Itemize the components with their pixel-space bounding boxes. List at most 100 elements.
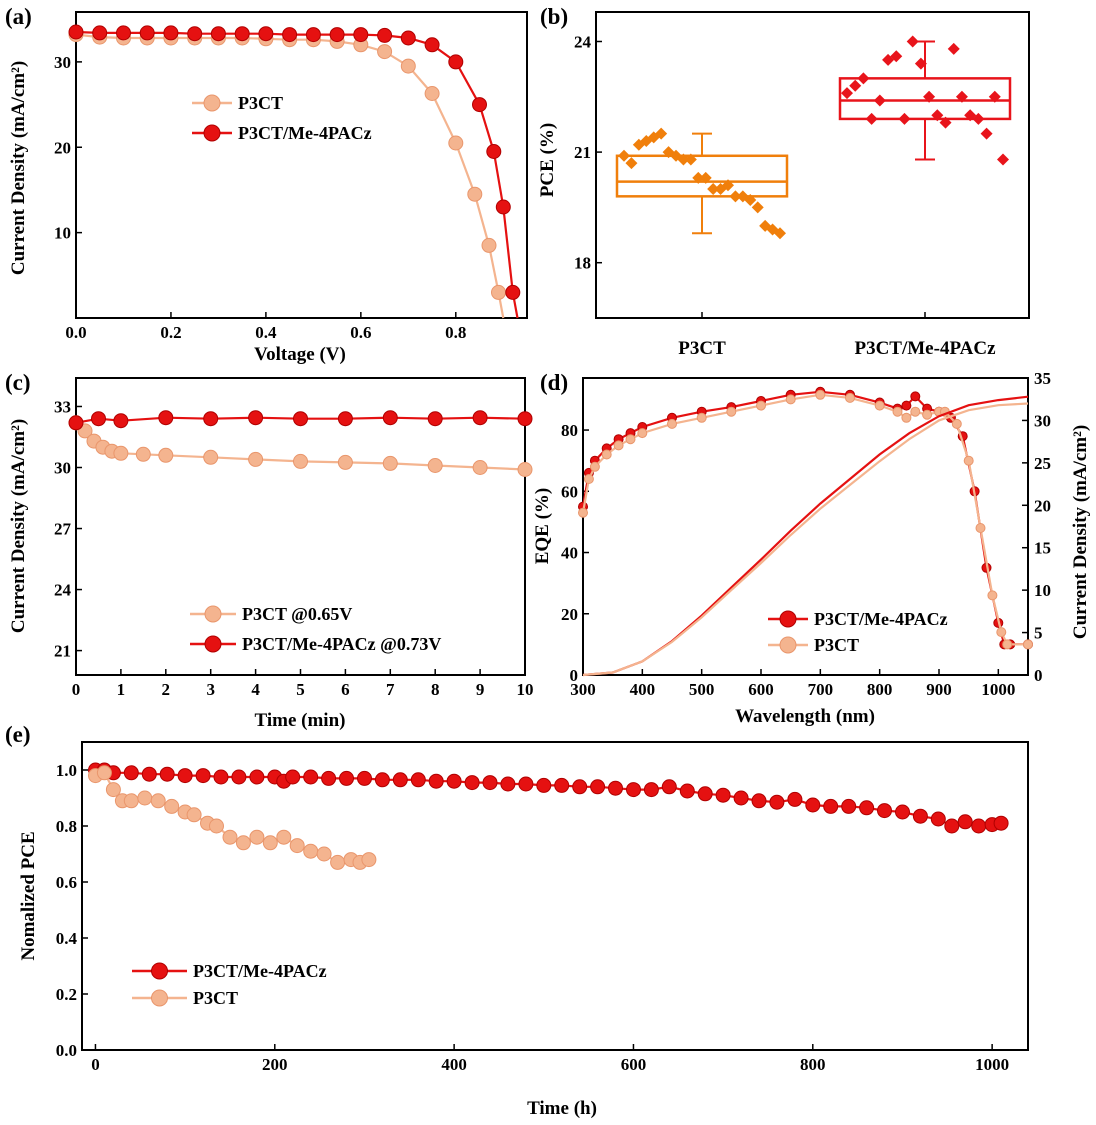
- box-point-0-18: [751, 201, 764, 214]
- y-tick-label-3-y2ticks-1: 5: [1034, 624, 1043, 643]
- data-point-4-0-18: [374, 772, 390, 788]
- data-point-4-1-14: [249, 829, 265, 845]
- data-point-4-0-49: [930, 811, 946, 827]
- y-tick-label-3-y2ticks-5: 25: [1034, 454, 1051, 473]
- data-point-0-1-19: [495, 199, 511, 215]
- panel-e-frame: [81, 741, 1029, 1051]
- x-tick-label-2-4: 4: [251, 680, 260, 699]
- data-point-0-1-17: [472, 97, 487, 113]
- data-point-0-1-1: [92, 25, 108, 41]
- data-point-0-1-2: [116, 25, 131, 41]
- data-point-0-0-18: [481, 237, 497, 253]
- box-point-1-14: [955, 90, 968, 103]
- data-point-4-0-37: [715, 787, 731, 803]
- panel-a-frame: [75, 11, 528, 319]
- data-point-3-1-11: [785, 394, 796, 405]
- data-point-2-1-7: [337, 411, 353, 427]
- data-point-0-0-14: [400, 58, 416, 74]
- data-point-2-0-5: [113, 445, 129, 461]
- data-point-4-1-2: [105, 782, 121, 798]
- y-tick-label-3-y2ticks-6: 30: [1034, 411, 1051, 430]
- data-point-3-1-10: [756, 400, 766, 411]
- x-tick-label-2-8: 8: [431, 680, 440, 699]
- data-point-4-1-17: [289, 838, 305, 854]
- data-point-4-0-44: [841, 798, 857, 814]
- x-tick-label-0-4: 0.8: [445, 323, 466, 342]
- y-tick-label-4-y-5: 1.0: [56, 761, 77, 780]
- data-point-4-0-39: [751, 793, 767, 809]
- legend-label-2-0: P3CT @0.65V: [242, 604, 352, 624]
- data-point-4-1-23: [361, 852, 377, 868]
- data-point-4-1-18: [303, 843, 319, 859]
- y-tick-label-3-y2ticks-4: 20: [1034, 496, 1051, 515]
- box-point-0-1: [625, 157, 638, 170]
- data-point-0-1-20: [505, 284, 521, 300]
- box-point-0-8: [677, 153, 690, 166]
- box-point-0-21: [774, 227, 786, 240]
- data-point-3-1-9: [726, 406, 737, 417]
- box-point-1-1: [849, 79, 862, 92]
- x-tick-label-2-2: 2: [162, 680, 171, 699]
- data-point-4-0-16: [339, 770, 354, 786]
- y-tick-label-1-y-0: 18: [574, 254, 591, 273]
- legend-marker-2-1: [204, 635, 222, 653]
- box-point-1-3: [865, 112, 878, 125]
- x-tick-label-4-0: 0: [91, 1055, 100, 1074]
- data-point-3-1-2: [589, 461, 600, 472]
- panel-b-frame: [595, 11, 1030, 319]
- data-point-4-0-33: [643, 782, 659, 798]
- box-point-0-0: [618, 149, 630, 162]
- data-point-2-1-0: [68, 415, 84, 431]
- data-point-0-1-9: [282, 27, 298, 43]
- data-point-4-0-13: [285, 769, 301, 785]
- data-point-0-1-5: [187, 26, 203, 42]
- legend-label-3-0: P3CT/Me-4PACz: [814, 609, 948, 629]
- data-point-3-1-21: [951, 418, 962, 429]
- x-tick-label-2-9: 9: [476, 680, 485, 699]
- data-point-4-0-47: [895, 804, 910, 820]
- box-point-0-10: [692, 171, 705, 184]
- x-tick-label-2-6: 6: [341, 680, 350, 699]
- x-tick-label-3-6: 900: [926, 680, 952, 699]
- panel-b-ylabel: PCE (%): [537, 123, 558, 197]
- data-point-4-0-29: [572, 779, 588, 795]
- x-tick-label-2-3: 3: [206, 680, 215, 699]
- y-tick-label-3-y-0: 0: [570, 666, 579, 685]
- x-tick-label-0-1: 0.2: [160, 323, 181, 342]
- box-point-1-6: [890, 50, 903, 63]
- y-tick-label-3-y-4: 80: [561, 421, 578, 440]
- data-point-4-1-11: [209, 818, 224, 834]
- box-point-0-14: [722, 179, 734, 192]
- data-point-4-0-25: [500, 776, 516, 792]
- data-point-3-0-17: [910, 391, 921, 402]
- data-point-4-1-13: [235, 835, 251, 851]
- y-tick-label-2-y-1: 24: [54, 581, 72, 600]
- data-point-3-1-22: [963, 455, 974, 466]
- box-point-1-4: [873, 94, 886, 107]
- data-point-4-0-3: [123, 765, 139, 781]
- data-point-4-0-48: [912, 808, 928, 824]
- data-point-2-1-2: [113, 413, 129, 429]
- legend-marker-3-0: [779, 610, 797, 628]
- data-point-0-1-8: [258, 26, 274, 42]
- box-point-1-18: [988, 90, 1001, 103]
- x-tick-label-2-0: 0: [72, 680, 81, 699]
- panel-a-label: (a): [5, 4, 32, 29]
- box-point-1-19: [997, 153, 1009, 166]
- x-tick-label-3-0: 300: [570, 680, 596, 699]
- data-point-0-1-4: [163, 25, 179, 41]
- series-line-3-3: [582, 402, 1029, 677]
- data-point-4-0-27: [536, 777, 552, 793]
- box-point-1-10: [923, 90, 936, 103]
- panel-d: (d) 300 400 500 600 700 800 900 100002040608005…: [532, 369, 1091, 727]
- series-line-0-0: [75, 33, 505, 319]
- panel-a-xlabel: Voltage (V): [254, 344, 346, 365]
- y-tick-label-4-y-4: 0.8: [56, 817, 77, 836]
- y-tick-label-4-y-3: 0.6: [56, 873, 77, 892]
- category-label-1: P3CT/Me-4PACz: [854, 338, 996, 359]
- data-point-3-1-6: [637, 428, 648, 439]
- x-tick-label-4-2: 400: [441, 1055, 467, 1074]
- data-point-3-1-3: [601, 449, 612, 460]
- x-tick-label-2-5: 5: [296, 680, 305, 699]
- box-point-0-12: [707, 182, 720, 195]
